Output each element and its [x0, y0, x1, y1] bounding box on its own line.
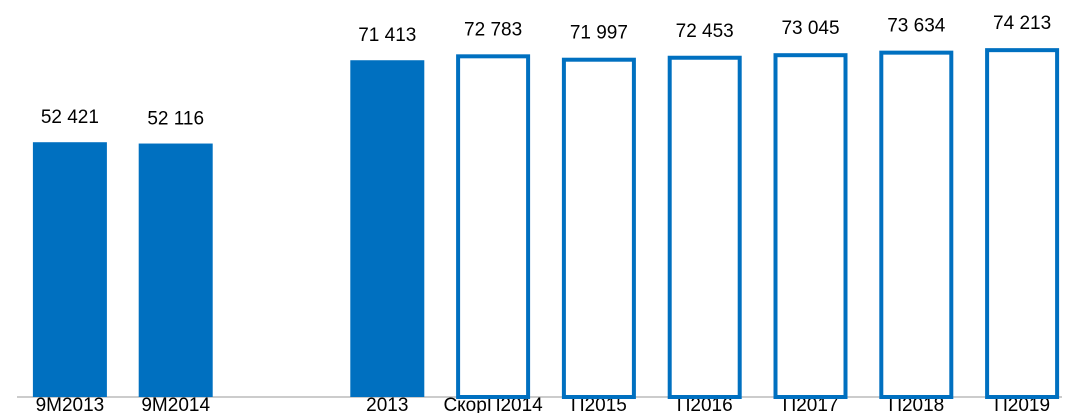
x-tick-label: СкорП2014: [443, 395, 543, 413]
value-label: 72 453: [676, 21, 734, 42]
bar: [561, 57, 636, 400]
x-tick-label: 9M2013: [36, 395, 105, 413]
value-label: 52 116: [147, 109, 204, 130]
x-tick-label: П2017: [783, 395, 839, 413]
bar: [138, 143, 213, 397]
bar: [985, 48, 1060, 400]
value-label: 71 413: [358, 25, 416, 46]
bar: [879, 50, 954, 400]
bar: [456, 54, 531, 400]
value-label: 72 783: [464, 19, 522, 40]
x-tick-label: П2019: [994, 395, 1050, 413]
value-label: 73 634: [887, 16, 946, 37]
value-label: 71 997: [570, 23, 628, 44]
value-label: 52 421: [41, 107, 99, 128]
bar: [32, 142, 107, 397]
x-tick-label: 9M2014: [141, 395, 210, 413]
bar: [667, 55, 742, 399]
x-tick-label: П2016: [677, 395, 733, 413]
x-tick-label: П2018: [888, 395, 944, 413]
value-label: 74 213: [993, 13, 1051, 34]
x-tick-label: П2015: [571, 395, 627, 413]
value-label: 73 045: [781, 18, 839, 39]
x-tick-label: 2013: [366, 395, 408, 413]
bar: [350, 60, 425, 397]
bar: [773, 53, 848, 400]
